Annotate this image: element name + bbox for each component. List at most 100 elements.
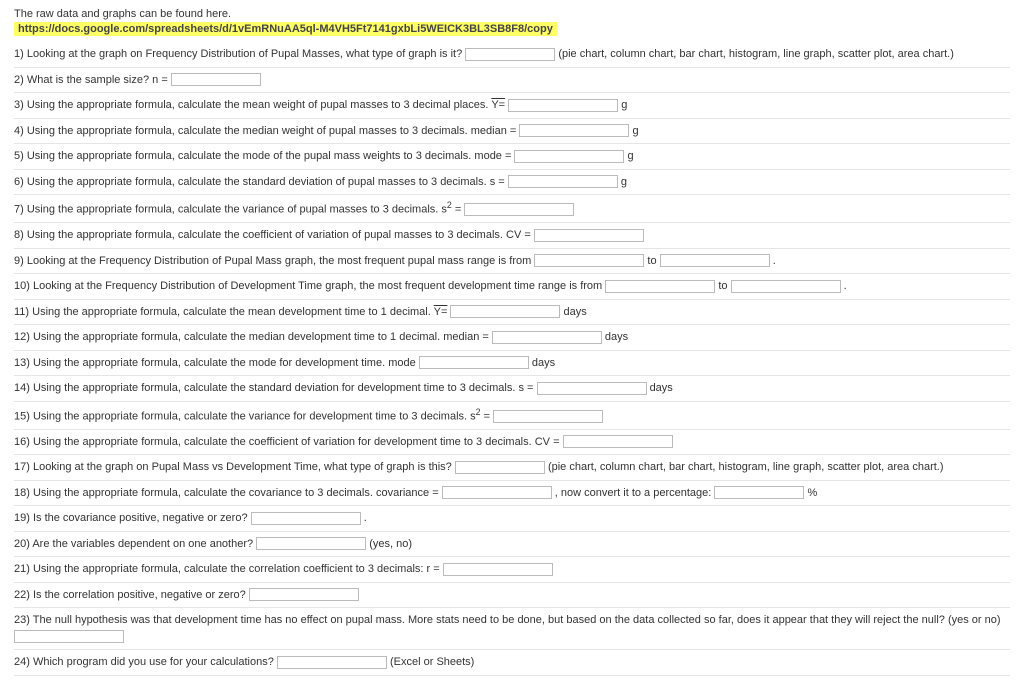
q1-text-a: 1) Looking at the graph on Frequency Dis…	[14, 48, 462, 60]
q18-text-a: 18) Using the appropriate formula, calcu…	[14, 487, 439, 499]
q6-text: 6) Using the appropriate formula, calcul…	[14, 176, 505, 188]
q12-input[interactable]	[492, 331, 602, 344]
q4-unit: g	[632, 125, 638, 137]
q10-input-to[interactable]	[731, 280, 841, 293]
question-23: 23) The null hypothesis was that develop…	[14, 608, 1010, 650]
q10-to: to	[718, 280, 727, 292]
q3-input[interactable]	[508, 99, 618, 112]
question-10: 10) Looking at the Frequency Distributio…	[14, 274, 1010, 300]
q7-input[interactable]	[464, 203, 574, 216]
q16-text: 16) Using the appropriate formula, calcu…	[14, 436, 560, 448]
q7-text-a: 7) Using the appropriate formula, calcul…	[14, 204, 447, 216]
q2-text: 2) What is the sample size? n =	[14, 74, 168, 86]
q2-input[interactable]	[171, 73, 261, 86]
q24-text-a: 24) Which program did you use for your c…	[14, 656, 274, 668]
question-15: 15) Using the appropriate formula, calcu…	[14, 402, 1010, 430]
question-21: 21) Using the appropriate formula, calcu…	[14, 557, 1010, 583]
q9-text-a: 9) Looking at the Frequency Distribution…	[14, 255, 531, 267]
q20-text-a: 20) Are the variables dependent on one a…	[14, 538, 253, 550]
q11-unit: days	[564, 306, 587, 318]
q14-input[interactable]	[537, 382, 647, 395]
q15-text-a: 15) Using the appropriate formula, calcu…	[14, 410, 476, 422]
question-3: 3) Using the appropriate formula, calcul…	[14, 93, 1010, 119]
question-18: 18) Using the appropriate formula, calcu…	[14, 481, 1010, 507]
q6-input[interactable]	[508, 175, 618, 188]
q19-text: 19) Is the covariance positive, negative…	[14, 512, 248, 524]
q11-ybar: Y=	[434, 306, 448, 318]
data-url[interactable]: https://docs.google.com/spreadsheets/d/1…	[14, 22, 557, 36]
q22-input[interactable]	[249, 588, 359, 601]
q1-input[interactable]	[465, 48, 555, 61]
q24-input[interactable]	[277, 656, 387, 669]
q13-text: 13) Using the appropriate formula, calcu…	[14, 357, 416, 369]
q7-text-b: =	[452, 204, 461, 216]
q22-text: 22) Is the correlation positive, negativ…	[14, 589, 246, 601]
intro-line: The raw data and graphs can be found her…	[14, 8, 1010, 20]
q11-input[interactable]	[450, 305, 560, 318]
q23-text: 23) The null hypothesis was that develop…	[14, 614, 1001, 626]
q17-text-a: 17) Looking at the graph on Pupal Mass v…	[14, 461, 452, 473]
question-24: 24) Which program did you use for your c…	[14, 650, 1010, 676]
q9-to: to	[647, 255, 656, 267]
q20-text-b: (yes, no)	[369, 538, 412, 550]
q5-unit: g	[628, 150, 634, 162]
q21-text: 21) Using the appropriate formula, calcu…	[14, 563, 440, 575]
question-14: 14) Using the appropriate formula, calcu…	[14, 376, 1010, 402]
q24-text-b: (Excel or Sheets)	[390, 656, 474, 668]
q23-input[interactable]	[14, 630, 124, 643]
q3-ybar: Y=	[491, 99, 505, 111]
question-16: 16) Using the appropriate formula, calcu…	[14, 430, 1010, 456]
q10-input-from[interactable]	[605, 280, 715, 293]
q11-text-a: 11) Using the appropriate formula, calcu…	[14, 306, 434, 318]
q9-end: .	[773, 255, 776, 267]
question-20: 20) Are the variables dependent on one a…	[14, 532, 1010, 558]
q9-input-to[interactable]	[660, 254, 770, 267]
question-22: 22) Is the correlation positive, negativ…	[14, 583, 1010, 609]
q12-text: 12) Using the appropriate formula, calcu…	[14, 331, 489, 343]
q16-input[interactable]	[563, 435, 673, 448]
q4-input[interactable]	[519, 124, 629, 137]
question-19: 19) Is the covariance positive, negative…	[14, 506, 1010, 532]
q18-input-cov[interactable]	[442, 486, 552, 499]
question-11: 11) Using the appropriate formula, calcu…	[14, 300, 1010, 326]
q8-text: 8) Using the appropriate formula, calcul…	[14, 229, 531, 241]
q19-input[interactable]	[251, 512, 361, 525]
q13-input[interactable]	[419, 356, 529, 369]
q8-input[interactable]	[534, 229, 644, 242]
q18-text-b: , now convert it to a percentage:	[555, 487, 712, 499]
q17-text-b: (pie chart, column chart, bar chart, his…	[548, 461, 944, 473]
q20-input[interactable]	[256, 537, 366, 550]
q21-input[interactable]	[443, 563, 553, 576]
q3-text-a: 3) Using the appropriate formula, calcul…	[14, 99, 491, 111]
question-9: 9) Looking at the Frequency Distribution…	[14, 249, 1010, 275]
q4-text: 4) Using the appropriate formula, calcul…	[14, 125, 516, 137]
q14-text: 14) Using the appropriate formula, calcu…	[14, 382, 533, 394]
q9-input-from[interactable]	[534, 254, 644, 267]
question-17: 17) Looking at the graph on Pupal Mass v…	[14, 455, 1010, 481]
q15-text-b: =	[481, 410, 490, 422]
question-4: 4) Using the appropriate formula, calcul…	[14, 119, 1010, 145]
q18-input-pct[interactable]	[714, 486, 804, 499]
q14-unit: days	[650, 382, 673, 394]
question-1: 1) Looking at the graph on Frequency Dis…	[14, 42, 1010, 68]
q5-text: 5) Using the appropriate formula, calcul…	[14, 150, 511, 162]
q19-end: .	[364, 512, 367, 524]
q17-input[interactable]	[455, 461, 545, 474]
question-6: 6) Using the appropriate formula, calcul…	[14, 170, 1010, 196]
question-2: 2) What is the sample size? n =	[14, 68, 1010, 94]
q10-text-a: 10) Looking at the Frequency Distributio…	[14, 280, 602, 292]
q5-input[interactable]	[514, 150, 624, 163]
q1-text-b: (pie chart, column chart, bar chart, his…	[558, 48, 954, 60]
question-8: 8) Using the appropriate formula, calcul…	[14, 223, 1010, 249]
question-7: 7) Using the appropriate formula, calcul…	[14, 195, 1010, 223]
q15-input[interactable]	[493, 410, 603, 423]
question-13: 13) Using the appropriate formula, calcu…	[14, 351, 1010, 377]
q10-end: .	[844, 280, 847, 292]
q6-unit: g	[621, 176, 627, 188]
question-5: 5) Using the appropriate formula, calcul…	[14, 144, 1010, 170]
question-12: 12) Using the appropriate formula, calcu…	[14, 325, 1010, 351]
q3-unit: g	[621, 99, 627, 111]
q18-unit: %	[807, 487, 817, 499]
q13-unit: days	[532, 357, 555, 369]
q12-unit: days	[605, 331, 628, 343]
